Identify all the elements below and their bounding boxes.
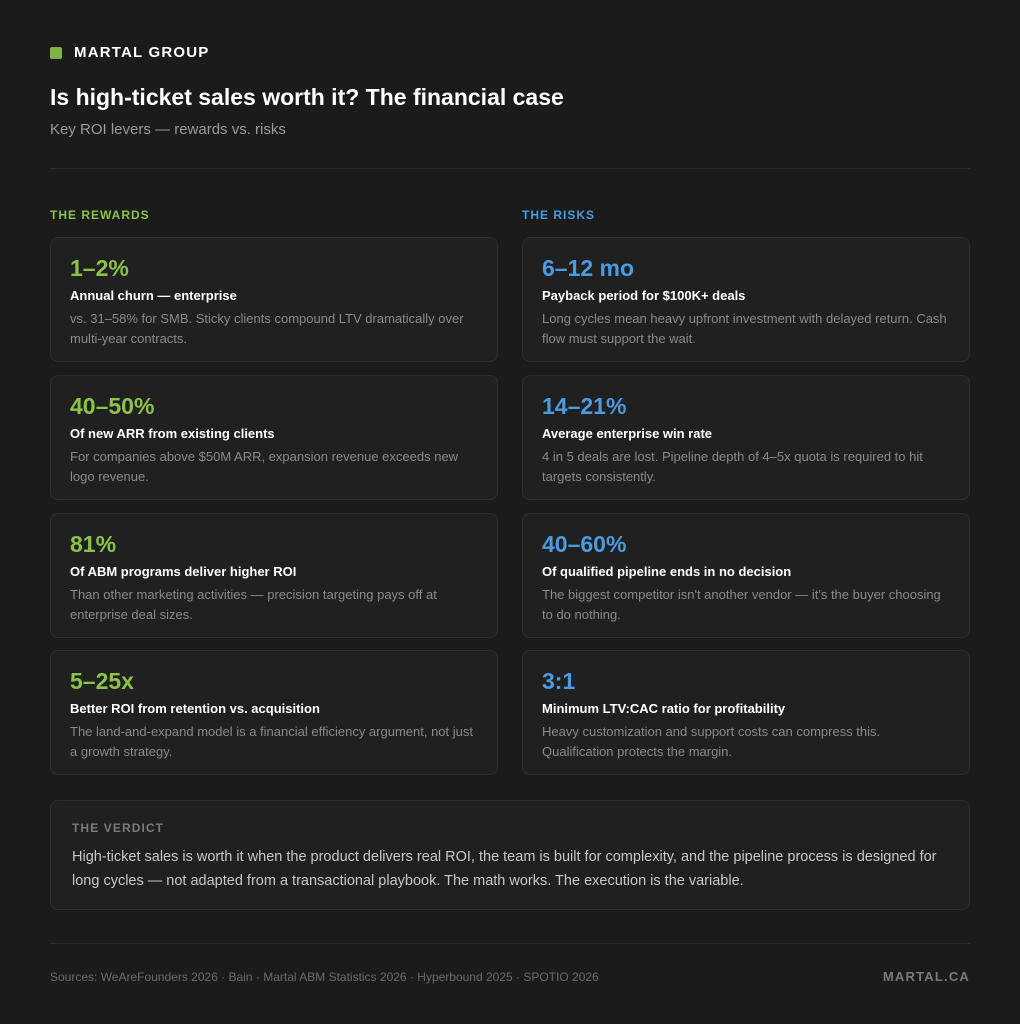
reward-label: Better ROI from retention vs. acquisitio…	[70, 701, 320, 716]
risk-stat: 6–12 mo	[542, 255, 635, 281]
page-subtitle: Key ROI levers — rewards vs. risks	[50, 121, 286, 138]
reward-label: Of ABM programs deliver higher ROI	[70, 564, 297, 579]
reward-card-churn: 1–2% Annual churn — enterprise vs. 31–58…	[50, 237, 498, 362]
risk-label: Average enterprise win rate	[542, 426, 713, 441]
risk-label: Payback period for $100K+ deals	[542, 288, 746, 303]
risk-card-win-rate: 14–21% Average enterprise win rate 4 in …	[522, 375, 970, 500]
verdict-heading: THE VERDICT	[72, 821, 165, 835]
brand-name: MARTAL GROUP	[74, 44, 210, 61]
reward-stat: 40–50%	[70, 393, 155, 419]
reward-stat: 5–25x	[70, 668, 134, 694]
risk-card-ltv-cac: 3:1 Minimum LTV:CAC ratio for profitabil…	[522, 650, 970, 775]
reward-label: Of new ARR from existing clients	[70, 426, 275, 441]
sources-text: Sources: WeAreFounders 2026 · Bain · Mar…	[50, 970, 599, 984]
reward-description: vs. 31–58% for SMB. Sticky clients compo…	[70, 311, 464, 346]
verdict-box: THE VERDICT High-ticket sales is worth i…	[50, 800, 970, 910]
risks-heading: THE RISKS	[522, 208, 596, 222]
rewards-heading: THE REWARDS	[50, 208, 150, 222]
site-link[interactable]: MARTAL.CA	[882, 969, 970, 984]
risk-label: Of qualified pipeline ends in no decisio…	[542, 564, 792, 579]
reward-description: Than other marketing activities — precis…	[70, 587, 437, 622]
reward-card-retention: 5–25x Better ROI from retention vs. acqu…	[50, 650, 498, 775]
reward-card-abm: 81% Of ABM programs deliver higher ROI T…	[50, 513, 498, 638]
risk-description: Heavy customization and support costs ca…	[542, 724, 881, 759]
reward-card-arr: 40–50% Of new ARR from existing clients …	[50, 375, 498, 500]
reward-label: Annual churn — enterprise	[70, 288, 237, 303]
reward-description: The land-and-expand model is a financial…	[70, 724, 473, 759]
risk-stat: 14–21%	[542, 393, 627, 419]
risk-description: 4 in 5 deals are lost. Pipeline depth of…	[542, 449, 923, 484]
risk-stat: 3:1	[542, 668, 576, 694]
top-divider	[50, 168, 970, 169]
brand: MARTAL GROUP	[50, 44, 210, 61]
reward-stat: 81%	[70, 531, 117, 557]
reward-stat: 1–2%	[70, 255, 129, 281]
risk-stat: 40–60%	[542, 531, 627, 557]
brand-square-icon	[50, 46, 62, 59]
risk-description: The biggest competitor isn't another ven…	[542, 587, 941, 622]
risk-label: Minimum LTV:CAC ratio for profitability	[542, 701, 786, 716]
risk-card-no-decision: 40–60% Of qualified pipeline ends in no …	[522, 513, 970, 638]
risk-description: Long cycles mean heavy upfront investmen…	[542, 311, 947, 346]
verdict-text: High-ticket sales is worth it when the p…	[72, 849, 937, 889]
risk-card-payback: 6–12 mo Payback period for $100K+ deals …	[522, 237, 970, 362]
bottom-divider	[50, 943, 970, 944]
page-title: Is high-ticket sales worth it? The finan…	[50, 84, 564, 110]
reward-description: For companies above $50M ARR, expansion …	[70, 449, 459, 484]
